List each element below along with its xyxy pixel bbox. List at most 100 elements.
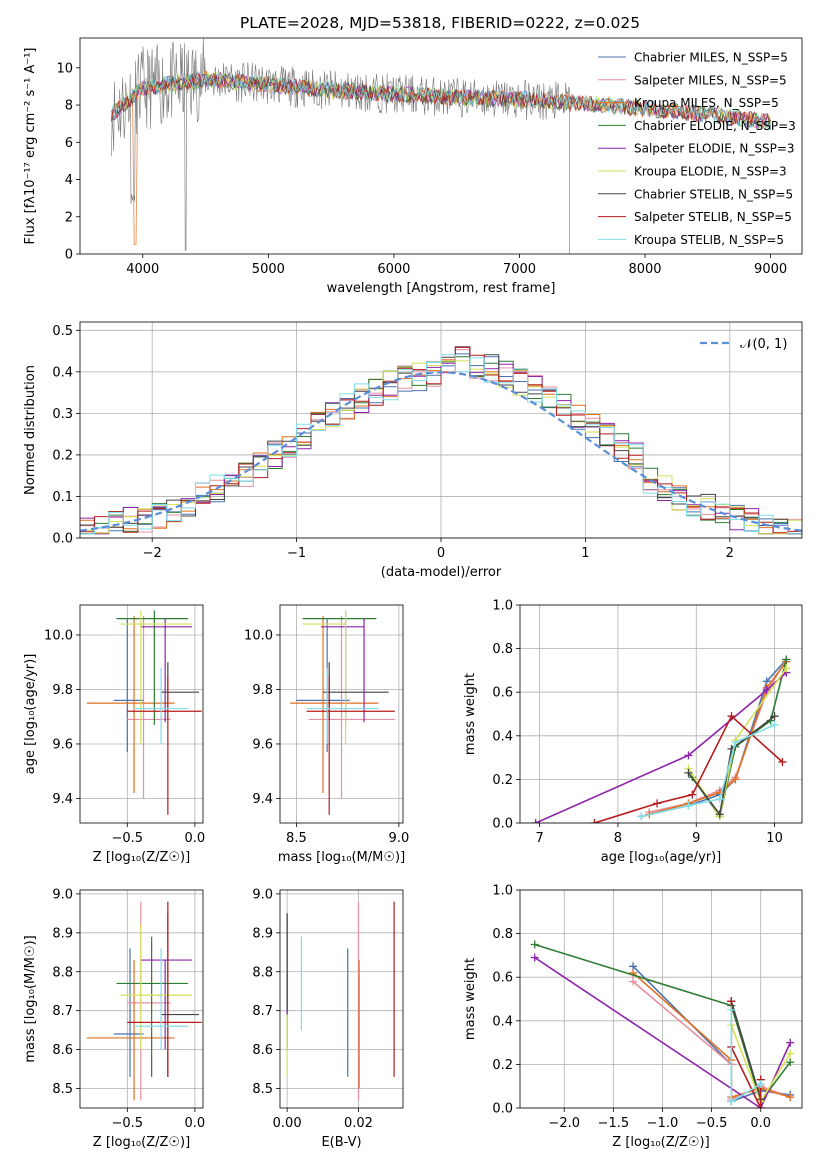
y-tick-label: 9.0	[52, 887, 73, 902]
plot-area	[290, 610, 395, 815]
series-line	[534, 943, 791, 1104]
y-tick-label: 1.0	[492, 599, 513, 614]
spectrum-legend: Chabrier MILES, N_SSP=5 Salpeter MILES, N…	[598, 51, 796, 247]
series-marker	[770, 712, 779, 721]
x-tick-label: 6000	[377, 262, 410, 277]
y-tick-label: 0.0	[492, 817, 513, 832]
chart-spectrum: 4000 5000 6000 7000 8000 9000 0 2 4 6 8 10 wavelengt…	[23, 37, 803, 296]
legend-label: Chabrier ELODIE, N_SSP=3	[634, 119, 796, 133]
y-tick-label: 0.4	[52, 365, 73, 380]
x-tick-label: −0.5	[112, 831, 144, 846]
y-tick-label: 10.0	[244, 628, 273, 643]
gaussian-curve	[80, 371, 802, 532]
plot-area	[86, 901, 202, 1101]
legend-label: Salpeter ELODIE, N_SSP=3	[634, 142, 795, 156]
series-marker	[782, 655, 791, 664]
legend-label: Chabrier MILES, N_SSP=5	[634, 51, 788, 65]
x-tick-label: 8000	[628, 262, 661, 277]
series-marker	[731, 775, 740, 784]
x-tick-label: 0.0	[185, 1116, 206, 1131]
axes-frame	[79, 889, 204, 1109]
x-tick-label: −1.5	[598, 1116, 630, 1131]
axes-frame	[279, 889, 404, 1109]
y-tick-label: 8.8	[252, 965, 273, 980]
series-marker	[715, 795, 724, 804]
legend-label: Kroupa STELIB, N_SSP=5	[634, 233, 784, 247]
y-axis-label: Flux [fλ10⁻¹⁷ erg cm⁻² s⁻¹ A⁻¹]	[23, 48, 38, 245]
y-tick-label: 4	[65, 173, 73, 188]
y-tick-label: 6	[65, 136, 73, 151]
legend-label: Salpeter MILES, N_SSP=5	[634, 73, 787, 87]
x-tick-label: −2	[143, 546, 162, 561]
x-axis-label: E(B-V)	[321, 1135, 361, 1150]
y-tick-label: 0.0	[52, 532, 73, 547]
x-tick-label: 0	[437, 546, 445, 561]
y-tick-label: 0.1	[52, 490, 73, 505]
x-tick-label: 4000	[126, 262, 159, 277]
legend-label: Kroupa ELODIE, N_SSP=3	[634, 165, 787, 179]
series-marker	[731, 738, 740, 747]
chart-mass-vs-Z: −0.5 0.0 8.5 8.6 8.7 8.8 8.9 9.0 Z [log₁₀(Z/Z☉)]…	[23, 887, 205, 1150]
legend-label: 𝒩(0, 1)	[740, 337, 787, 352]
y-axis-label: Normed distribution	[23, 365, 38, 495]
series-marker	[786, 1038, 795, 1047]
chart-mass-weight-vs-Z: −2.0 −1.5 −1.0 −0.5 0.0 0.0 0.2 0.4 0.6 0.8 1.0 Z […	[463, 884, 803, 1150]
x-tick-label: 5000	[252, 262, 285, 277]
y-tick-label: 8.5	[52, 1082, 73, 1097]
series-marker	[778, 757, 787, 766]
chart-mass-weight-vs-age: 7 8 9 10 0.0 0.2 0.4 0.6 0.8 1.0 age [log₁₀(age/yr…	[463, 599, 803, 865]
series-marker	[684, 768, 693, 777]
y-tick-label: 1.0	[492, 884, 513, 899]
axes-frame	[519, 604, 803, 824]
x-tick-label: 7000	[503, 262, 536, 277]
series-marker	[782, 664, 791, 673]
axes-frame	[79, 321, 803, 539]
x-tick-label: 9000	[754, 262, 787, 277]
x-tick-label: 10	[766, 831, 783, 846]
series-line	[534, 956, 791, 1108]
plot-area	[531, 655, 791, 823]
plot-area	[110, 38, 772, 254]
y-tick-label: 9.6	[52, 737, 73, 752]
y-tick-label: 9.0	[252, 887, 273, 902]
series-marker	[727, 1005, 736, 1014]
series-marker	[727, 712, 736, 721]
series-marker	[727, 1097, 736, 1106]
chart-residuals: −2 −1 0 1 2 0.0 0.1 0.2 0.3 0.4 0.5 (data-model)/er…	[23, 321, 803, 580]
legend-label: Kroupa MILES, N_SSP=5	[634, 96, 779, 110]
y-tick-label: 8	[65, 99, 73, 114]
series-marker	[786, 1093, 795, 1102]
x-tick-label: 0.0	[750, 1116, 771, 1131]
series-marker	[628, 977, 637, 986]
y-tick-label: 8.8	[52, 965, 73, 980]
y-tick-label: 8.7	[52, 1004, 73, 1019]
series-marker	[637, 812, 646, 821]
y-tick-label: 0.2	[492, 1058, 513, 1073]
series-marker	[715, 810, 724, 819]
x-axis-label: Z [log₁₀(Z/Z☉)]	[93, 1135, 190, 1150]
x-tick-label: 9	[692, 831, 700, 846]
series-marker	[786, 1049, 795, 1058]
y-tick-label: 0.2	[492, 773, 513, 788]
x-axis-label: age [log₁₀(age/yr)]	[601, 850, 722, 865]
series-marker	[531, 819, 540, 823]
chart-age-vs-mass: 8.5 9.0 9.4 9.6 9.8 10.0 mass [log₁₀(M/M☉)]	[244, 604, 409, 865]
y-tick-label: 9.8	[52, 683, 73, 698]
series-marker	[684, 751, 693, 760]
y-axis-label: mass weight	[463, 958, 478, 1040]
series-marker	[756, 1104, 765, 1108]
series-marker	[762, 686, 771, 695]
x-tick-label: 0.0	[185, 831, 206, 846]
y-tick-label: 0.5	[52, 324, 73, 339]
y-tick-label: 0.4	[492, 729, 513, 744]
y-tick-label: 9.8	[252, 683, 273, 698]
series-marker	[688, 790, 697, 799]
x-tick-label: −0.5	[696, 1116, 728, 1131]
x-tick-label: −1.0	[647, 1116, 679, 1131]
figure-title: PLATE=2028, MJD=53818, FIBERID=0222, z=0…	[240, 14, 640, 32]
plot-area	[530, 940, 795, 1108]
series-line	[649, 661, 787, 816]
y-tick-label: 9.4	[52, 792, 73, 807]
legend-label: Chabrier STELIB, N_SSP=5	[634, 187, 793, 201]
series-marker	[770, 720, 779, 729]
